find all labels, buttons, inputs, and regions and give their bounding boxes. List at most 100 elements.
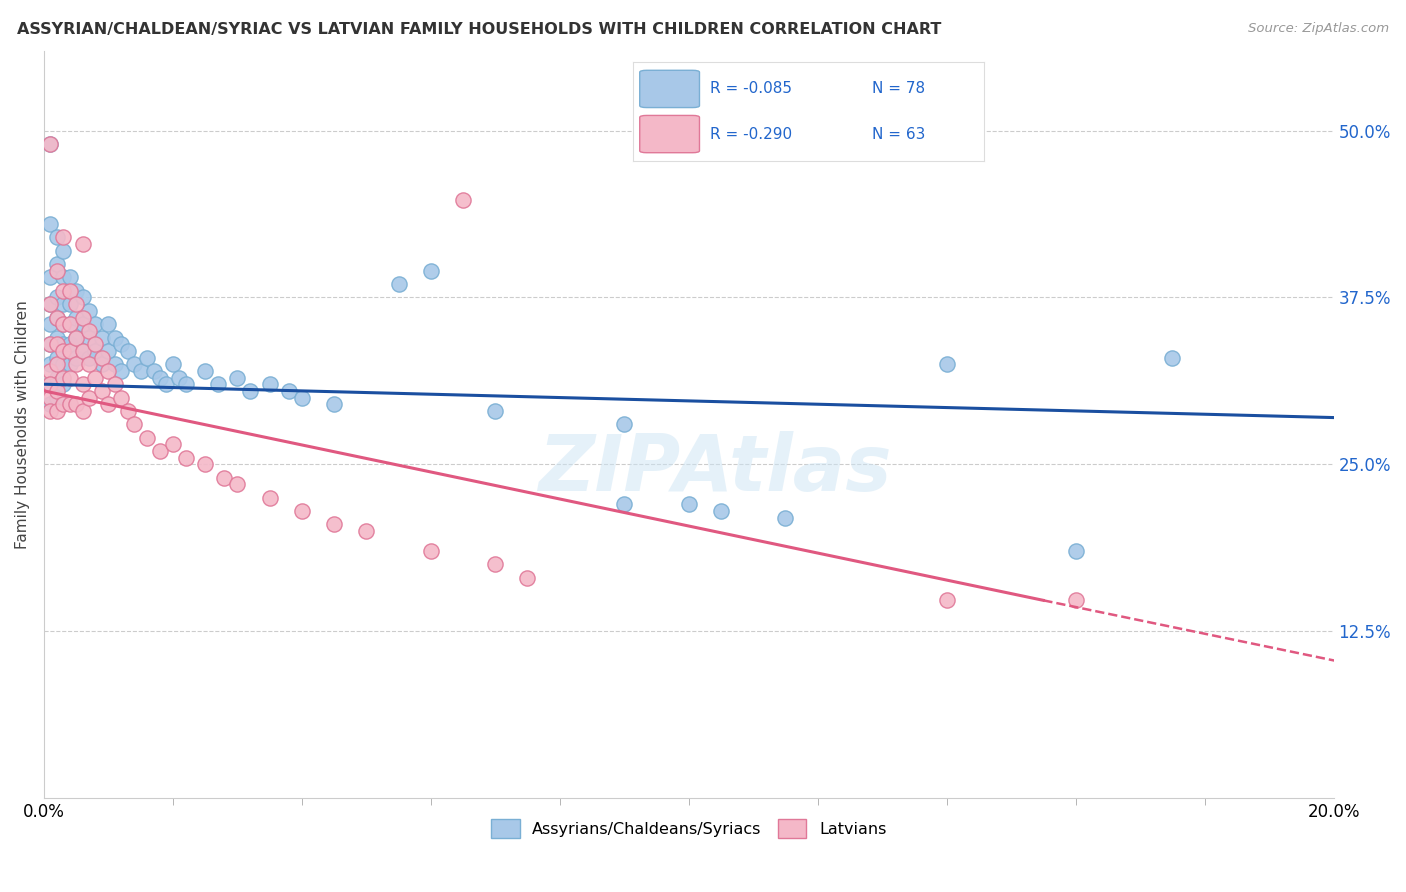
Point <box>52 357 75 371</box>
Point <box>710 504 733 518</box>
Point <box>39 391 62 405</box>
Point <box>39 357 62 371</box>
Point <box>39 270 62 285</box>
Point <box>259 377 281 392</box>
Text: R = -0.290: R = -0.290 <box>710 127 792 142</box>
Point <box>935 357 957 371</box>
Point <box>162 437 184 451</box>
Point <box>104 357 127 371</box>
FancyBboxPatch shape <box>640 115 700 153</box>
Point <box>72 310 94 325</box>
Point <box>122 417 145 432</box>
Point <box>65 357 87 371</box>
Point <box>117 343 139 358</box>
Point <box>52 317 75 331</box>
Point <box>77 391 100 405</box>
Point <box>39 377 62 392</box>
Point <box>291 391 314 405</box>
Point <box>59 343 82 358</box>
Point <box>484 558 506 572</box>
Point <box>194 364 217 378</box>
Point <box>65 351 87 365</box>
Point <box>97 364 120 378</box>
Point <box>52 397 75 411</box>
Point <box>59 370 82 384</box>
Point <box>39 337 62 351</box>
Point <box>39 317 62 331</box>
Point <box>451 193 474 207</box>
Point <box>72 343 94 358</box>
Point <box>45 230 67 244</box>
Point <box>169 370 191 384</box>
Point <box>214 470 236 484</box>
Point <box>678 497 700 511</box>
Point <box>516 571 538 585</box>
Point <box>52 297 75 311</box>
Point <box>1161 351 1184 365</box>
Point <box>45 291 67 305</box>
Point <box>136 431 159 445</box>
Point <box>194 457 217 471</box>
Point <box>77 351 100 365</box>
Point <box>419 264 441 278</box>
Point <box>72 343 94 358</box>
Point <box>45 310 67 325</box>
Point <box>39 297 62 311</box>
Point <box>129 364 152 378</box>
Point <box>77 357 100 371</box>
Point <box>72 237 94 252</box>
Point <box>613 417 636 432</box>
Point <box>110 337 132 351</box>
Point <box>52 270 75 285</box>
Text: Source: ZipAtlas.com: Source: ZipAtlas.com <box>1249 22 1389 36</box>
Point <box>39 404 62 418</box>
Point <box>162 357 184 371</box>
Point <box>97 343 120 358</box>
Point <box>65 330 87 344</box>
Point <box>72 317 94 331</box>
Point <box>110 391 132 405</box>
Point <box>65 284 87 298</box>
Point <box>52 377 75 392</box>
Point <box>45 330 67 344</box>
Legend: Assyrians/Chaldeans/Syriacs, Latvians: Assyrians/Chaldeans/Syriacs, Latvians <box>482 812 894 846</box>
Point <box>52 244 75 258</box>
Point <box>97 397 120 411</box>
Text: ASSYRIAN/CHALDEAN/SYRIAC VS LATVIAN FAMILY HOUSEHOLDS WITH CHILDREN CORRELATION : ASSYRIAN/CHALDEAN/SYRIAC VS LATVIAN FAMI… <box>17 22 941 37</box>
Point <box>65 397 87 411</box>
Point <box>84 337 107 351</box>
Point <box>72 377 94 392</box>
Point <box>59 397 82 411</box>
Point <box>52 370 75 384</box>
Point <box>484 404 506 418</box>
Point <box>72 404 94 418</box>
Point <box>39 337 62 351</box>
Point <box>39 377 62 392</box>
Point <box>104 330 127 344</box>
Point <box>613 497 636 511</box>
Point <box>174 450 197 465</box>
Point <box>122 357 145 371</box>
Point <box>291 504 314 518</box>
Point <box>356 524 378 538</box>
Point <box>110 364 132 378</box>
Point <box>45 404 67 418</box>
Point <box>59 337 82 351</box>
Point <box>226 370 249 384</box>
Point <box>174 377 197 392</box>
Point <box>39 397 62 411</box>
Point <box>45 264 67 278</box>
Point <box>149 444 172 458</box>
Point <box>65 297 87 311</box>
Point <box>84 343 107 358</box>
Point <box>90 330 112 344</box>
Point <box>59 284 82 298</box>
Point <box>59 357 82 371</box>
Point <box>226 477 249 491</box>
Point <box>77 324 100 338</box>
Text: R = -0.085: R = -0.085 <box>710 81 792 96</box>
Point <box>117 404 139 418</box>
Point <box>45 337 67 351</box>
Point <box>45 384 67 398</box>
Point <box>419 544 441 558</box>
